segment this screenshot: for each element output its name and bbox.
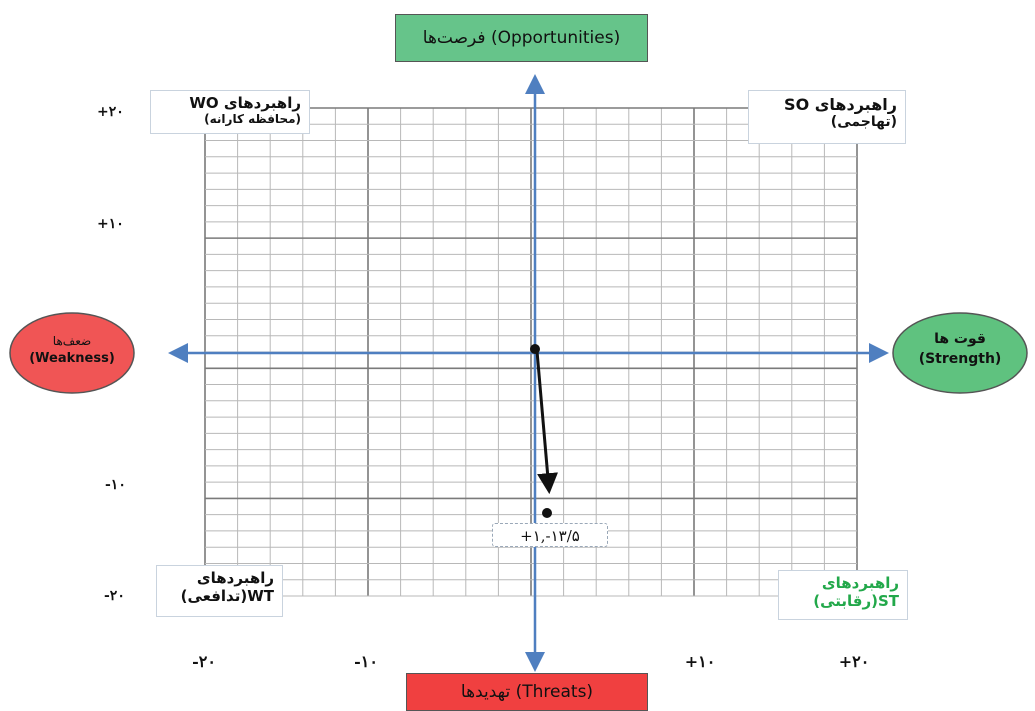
- y-tick-plus20: +۲۰: [97, 104, 124, 120]
- strength-label: قوت ها (Strength): [895, 330, 1025, 369]
- strength-title: قوت ها: [934, 331, 986, 347]
- so-title: راهبردهای SO: [784, 95, 897, 114]
- y-tick-minus10: -۱۰: [105, 477, 126, 493]
- y-tick-minus20: -۲۰: [104, 588, 125, 604]
- weakness-ellipse: [9, 312, 135, 394]
- wo-title: راهبردهای WO: [189, 94, 301, 112]
- point-label-text: +۱,-۱۳/۵: [520, 527, 580, 545]
- y-tick-plus10: +۱۰: [97, 216, 124, 232]
- result-arrow: [535, 350, 559, 495]
- so-strategies-box: راهبردهای SO (تهاجمی): [748, 90, 906, 144]
- wt-subtitle: WT(تدافعی): [180, 587, 274, 605]
- st-strategies-box: راهبردهای ST(رقابتی): [778, 570, 908, 620]
- opportunities-label: فرصت‌ها (Opportunities): [422, 28, 621, 48]
- so-subtitle: (تهاجمی): [830, 114, 897, 131]
- weakness-subtitle: (Weakness): [29, 350, 115, 366]
- st-title: راهبردهای: [821, 574, 899, 592]
- result-point: [542, 508, 552, 518]
- wt-title: راهبردهای: [196, 569, 274, 587]
- st-subtitle: ST(رقابتی): [813, 592, 899, 610]
- x-tick-plus20: +۲۰: [838, 652, 870, 671]
- point-label: +۱,-۱۳/۵: [492, 523, 608, 547]
- strength-ellipse: [892, 312, 1028, 394]
- wo-strategies-box: راهبردهای WO (محافظه کارانه): [150, 90, 310, 134]
- wo-subtitle: (محافظه کارانه): [204, 112, 301, 126]
- x-tick-minus10: -۱۰: [354, 652, 378, 671]
- strength-subtitle: (Strength): [918, 350, 1002, 367]
- threats-label: تهدیدها (Threats): [460, 682, 594, 702]
- x-tick-plus10: +۱۰: [684, 652, 716, 671]
- wt-strategies-box: راهبردهای WT(تدافعی): [156, 565, 283, 617]
- weakness-title: ضعف‌ها: [52, 334, 92, 348]
- opportunities-banner: فرصت‌ها (Opportunities): [395, 14, 648, 62]
- x-tick-minus20: -۲۰: [192, 652, 216, 671]
- threats-banner: تهدیدها (Threats): [406, 673, 648, 711]
- weakness-label: ضعف‌ها (Weakness): [12, 333, 132, 368]
